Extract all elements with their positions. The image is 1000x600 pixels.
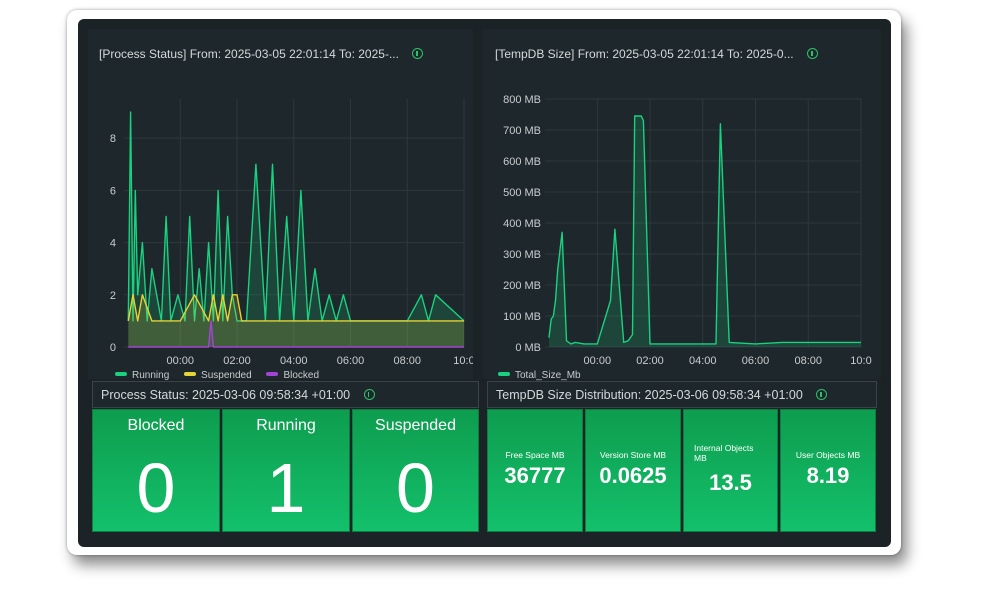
window-frame: [Process Status] From: 2025-03-05 22:01:… bbox=[67, 10, 901, 555]
stat-tile-internal-objects[interactable]: Internal Objects MB 13.5 bbox=[683, 409, 778, 532]
x-tick-label: 08:00 bbox=[393, 355, 421, 367]
chart-series bbox=[548, 115, 861, 347]
stat-value: 0.0625 bbox=[599, 463, 667, 488]
legend-item-suspended[interactable]: Suspended bbox=[184, 370, 252, 381]
tempdb-chart-title: [TempDB Size] From: 2025-03-05 22:01:14 … bbox=[495, 47, 794, 61]
y-tick-label: 300 MB bbox=[503, 249, 541, 261]
process-status-chart-panel: [Process Status] From: 2025-03-05 22:01:… bbox=[88, 29, 473, 381]
stat-label: Suspended bbox=[375, 417, 456, 434]
y-tick-label: 400 MB bbox=[503, 218, 541, 230]
series-line-suspended bbox=[127, 294, 464, 322]
process-chart-title-row: [Process Status] From: 2025-03-05 22:01:… bbox=[99, 47, 424, 61]
chart-x-axis: 00:00 02:00 04:00 06:00 08:00 10:0 bbox=[167, 355, 473, 367]
legend-item-blocked[interactable]: Blocked bbox=[266, 370, 319, 381]
stat-tile-user-objects[interactable]: User Objects MB 8.19 bbox=[780, 409, 876, 532]
stat-value: 1 bbox=[266, 449, 306, 527]
legend-label: Blocked bbox=[283, 370, 320, 381]
legend-swatch bbox=[115, 372, 127, 376]
tempdb-size-chart-panel: [TempDB Size] From: 2025-03-05 22:01:14 … bbox=[483, 29, 881, 381]
legend-item-total-size[interactable]: Total_Size_Mb bbox=[498, 370, 581, 381]
info-icon[interactable] bbox=[806, 48, 818, 59]
chart-grid bbox=[124, 99, 465, 348]
y-tick-label: 200 MB bbox=[503, 280, 541, 292]
series-area-total_size_mb bbox=[549, 116, 861, 347]
process-chart-title: [Process Status] From: 2025-03-05 22:01:… bbox=[99, 47, 399, 61]
series-area-running bbox=[128, 112, 465, 347]
x-tick-label: 06:00 bbox=[742, 355, 770, 367]
stat-value: 36777 bbox=[504, 463, 566, 488]
x-tick-label: 04:00 bbox=[280, 355, 308, 367]
stat-label: User Objects MB bbox=[795, 450, 861, 460]
stat-tile-version-store[interactable]: Version Store MB 0.0625 bbox=[585, 409, 681, 532]
stat-label: Running bbox=[256, 417, 316, 434]
chart-y-axis: 0 MB 100 MB 200 MB 300 MB 400 MB 500 MB 600 MB… bbox=[503, 94, 541, 354]
series-line-blocked bbox=[128, 320, 464, 348]
legend-label: Total_Size_Mb bbox=[515, 370, 581, 381]
process-chart-legend: Running Suspended Blocked bbox=[115, 370, 331, 381]
x-tick-label: 10:0 bbox=[850, 355, 871, 367]
stat-tile-blocked[interactable]: Blocked 0 bbox=[92, 409, 220, 532]
x-tick-label: 02:00 bbox=[636, 355, 664, 367]
stat-label: Blocked bbox=[127, 417, 185, 434]
stat-label: Free Space MB bbox=[505, 450, 565, 460]
stat-label: Internal Objects MB bbox=[694, 443, 754, 463]
y-tick-label: 8 bbox=[110, 133, 116, 145]
y-tick-label: 0 bbox=[110, 342, 116, 354]
x-tick-label: 08:00 bbox=[794, 355, 822, 367]
info-icon[interactable] bbox=[412, 48, 424, 59]
process-stat-title: Process Status: 2025-03-06 09:58:34 +01:… bbox=[101, 388, 351, 402]
y-tick-label: 4 bbox=[110, 238, 116, 250]
x-tick-label: 00:00 bbox=[584, 355, 612, 367]
y-tick-label: 800 MB bbox=[503, 94, 541, 106]
chart-series bbox=[127, 111, 465, 348]
tempdb-chart-legend: Total_Size_Mb bbox=[498, 370, 593, 381]
chart-x-axis: 00:00 02:00 04:00 06:00 08:00 10:0 bbox=[584, 355, 872, 367]
legend-label: Running bbox=[132, 370, 170, 381]
y-tick-label: 600 MB bbox=[503, 156, 541, 168]
process-status-stat-header: Process Status: 2025-03-06 09:58:34 +01:… bbox=[92, 381, 479, 408]
tempdb-distribution-stat-header: TempDB Size Distribution: 2025-03-06 09:… bbox=[487, 381, 877, 408]
x-tick-label: 10:0 bbox=[453, 355, 473, 367]
dashboard: [Process Status] From: 2025-03-05 22:01:… bbox=[78, 19, 891, 547]
stat-value: 8.19 bbox=[806, 463, 850, 488]
stat-tile-suspended[interactable]: Suspended 0 bbox=[352, 409, 479, 532]
tempdb-size-chart: 0 MB 100 MB 200 MB 300 MB 400 MB 500 MB 600 MB… bbox=[503, 94, 872, 367]
chart-grid bbox=[545, 98, 862, 348]
series-line-running bbox=[127, 111, 465, 322]
tempdb-stat-title: TempDB Size Distribution: 2025-03-06 09:… bbox=[496, 388, 803, 402]
x-tick-label: 00:00 bbox=[167, 355, 195, 367]
y-tick-label: 6 bbox=[110, 185, 116, 197]
stat-value: 13.5 bbox=[709, 470, 752, 495]
legend-label: Suspended bbox=[201, 370, 252, 381]
tempdb-chart-title-row: [TempDB Size] From: 2025-03-05 22:01:14 … bbox=[495, 47, 818, 61]
x-tick-label: 02:00 bbox=[223, 355, 251, 367]
series-line-total_size_mb bbox=[548, 115, 861, 345]
x-tick-label: 06:00 bbox=[337, 355, 365, 367]
legend-swatch bbox=[498, 372, 510, 376]
stat-value: 0 bbox=[136, 449, 176, 527]
info-icon[interactable] bbox=[363, 389, 375, 400]
x-tick-label: 04:00 bbox=[689, 355, 717, 367]
chart-y-axis: 0 2 4 6 8 bbox=[110, 133, 116, 354]
y-tick-label: 500 MB bbox=[503, 187, 541, 199]
y-tick-label: 0 MB bbox=[515, 342, 541, 354]
y-tick-label: 100 MB bbox=[503, 311, 541, 323]
legend-swatch bbox=[266, 372, 279, 376]
legend-swatch bbox=[184, 372, 197, 376]
stat-value: 0 bbox=[396, 449, 435, 527]
info-icon[interactable] bbox=[816, 389, 828, 400]
process-status-chart: 0 2 4 6 8 00:00 02:00 04:00 06:00 08:00 10:0 bbox=[110, 99, 473, 367]
y-tick-label: 2 bbox=[110, 290, 116, 302]
legend-item-running[interactable]: Running bbox=[115, 370, 169, 381]
y-tick-label: 700 MB bbox=[503, 125, 541, 137]
stat-tile-free-space[interactable]: Free Space MB 36777 bbox=[487, 409, 583, 532]
stat-label: Version Store MB bbox=[599, 450, 667, 460]
stat-tile-running[interactable]: Running 1 bbox=[222, 409, 350, 532]
